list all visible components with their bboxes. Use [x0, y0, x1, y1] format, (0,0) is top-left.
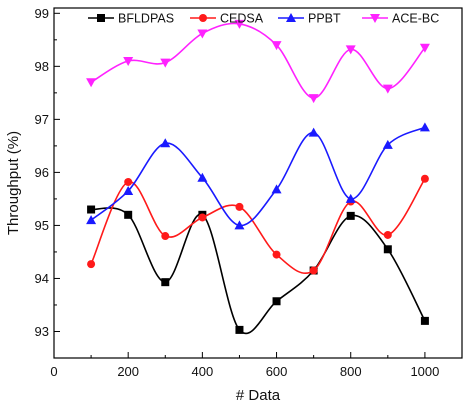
data-point-cedsa-300: [161, 232, 170, 241]
data-point-cedsa-700: [309, 266, 318, 275]
legend-label-cedsa: CEDSA: [220, 12, 264, 26]
data-point-ace-bc-200: [123, 57, 134, 67]
legend-marker-ace-bc: [370, 14, 380, 23]
plot-frame: [53, 7, 463, 359]
x-tick-label: 0: [50, 364, 57, 379]
data-point-cedsa-400: [198, 213, 207, 222]
legend-marker-bfldpas: [97, 14, 105, 22]
data-point-cedsa-500: [235, 202, 244, 211]
legend-item-ace-bc: ACE-BC: [362, 12, 439, 26]
legend-marker-cedsa: [199, 14, 207, 22]
y-tick-label: 95: [35, 218, 49, 233]
series-line-bfldpas: [90, 207, 426, 335]
legend-item-ppbt: PPBT: [278, 12, 341, 26]
data-point-cedsa-1000: [420, 174, 429, 183]
data-point-ace-bc-100: [86, 78, 97, 88]
y-axis-title: Throughput (%): [5, 131, 22, 235]
y-tick-label: 96: [35, 165, 49, 180]
data-point-ace-bc-300: [160, 58, 171, 68]
legend-label-ace-bc: ACE-BC: [392, 12, 439, 26]
data-point-bfldpas-800: [346, 211, 355, 220]
data-point-ace-bc-400: [197, 29, 208, 39]
x-tick-label: 200: [117, 364, 139, 379]
data-point-ace-bc-900: [382, 84, 393, 94]
data-point-ppbt-400: [197, 172, 208, 182]
series-bfldpas: [87, 205, 429, 335]
legend-item-bfldpas: BFLDPAS: [88, 12, 174, 26]
data-point-bfldpas-500: [235, 325, 244, 334]
y-tick-label: 99: [35, 6, 49, 21]
legend: BFLDPAS CEDSA PPBT ACE-BC: [88, 12, 439, 26]
series-cedsa: [87, 174, 429, 275]
data-point-cedsa-600: [272, 250, 281, 259]
series-ppbt: [86, 122, 430, 230]
legend-item-cedsa: CEDSA: [190, 12, 264, 26]
series-line-ppbt: [90, 126, 426, 227]
x-tick-label: 800: [340, 364, 362, 379]
axes-layer: 0 200 400 600 800 1000 93 94 95 96 97 98 99: [35, 6, 463, 379]
series-ace-bc: [86, 19, 430, 104]
data-point-ppbt-500: [234, 220, 245, 230]
y-tick-label: 94: [35, 271, 49, 286]
data-point-ppbt-900: [382, 139, 393, 149]
data-point-cedsa-900: [383, 230, 392, 239]
data-point-ace-bc-700: [308, 94, 319, 104]
series-layer: [86, 19, 430, 335]
data-point-bfldpas-600: [272, 297, 281, 306]
data-point-ppbt-200: [123, 185, 134, 195]
data-point-ace-bc-500: [234, 19, 245, 29]
data-point-bfldpas-100: [87, 205, 96, 214]
data-point-bfldpas-900: [383, 245, 392, 254]
series-line-ace-bc: [90, 22, 426, 99]
data-point-ppbt-300: [160, 138, 171, 148]
data-point-bfldpas-1000: [420, 316, 429, 325]
legend-marker-ppbt: [286, 13, 296, 22]
data-point-ppbt-800: [345, 193, 356, 203]
data-point-cedsa-200: [124, 177, 133, 186]
x-tick-label: 1000: [410, 364, 439, 379]
data-point-ppbt-1000: [419, 122, 430, 132]
data-point-ace-bc-1000: [419, 43, 430, 53]
legend-label-bfldpas: BFLDPAS: [118, 12, 174, 26]
data-point-ppbt-100: [86, 215, 97, 225]
data-point-ace-bc-800: [345, 45, 356, 55]
y-tick-label: 93: [35, 324, 49, 339]
x-tick-label: 400: [192, 364, 214, 379]
x-tick-label: 600: [266, 364, 288, 379]
data-point-bfldpas-300: [161, 278, 170, 287]
y-tick-label: 97: [35, 112, 49, 127]
data-point-cedsa-100: [87, 260, 96, 269]
legend-label-ppbt: PPBT: [308, 12, 341, 26]
y-tick-label: 98: [35, 59, 49, 74]
data-point-ppbt-600: [271, 184, 282, 194]
x-axis-title: # Data: [236, 387, 281, 404]
series-line-cedsa: [90, 178, 426, 275]
data-point-ppbt-700: [308, 127, 319, 137]
data-point-ace-bc-600: [271, 41, 282, 51]
data-point-bfldpas-200: [124, 210, 133, 219]
